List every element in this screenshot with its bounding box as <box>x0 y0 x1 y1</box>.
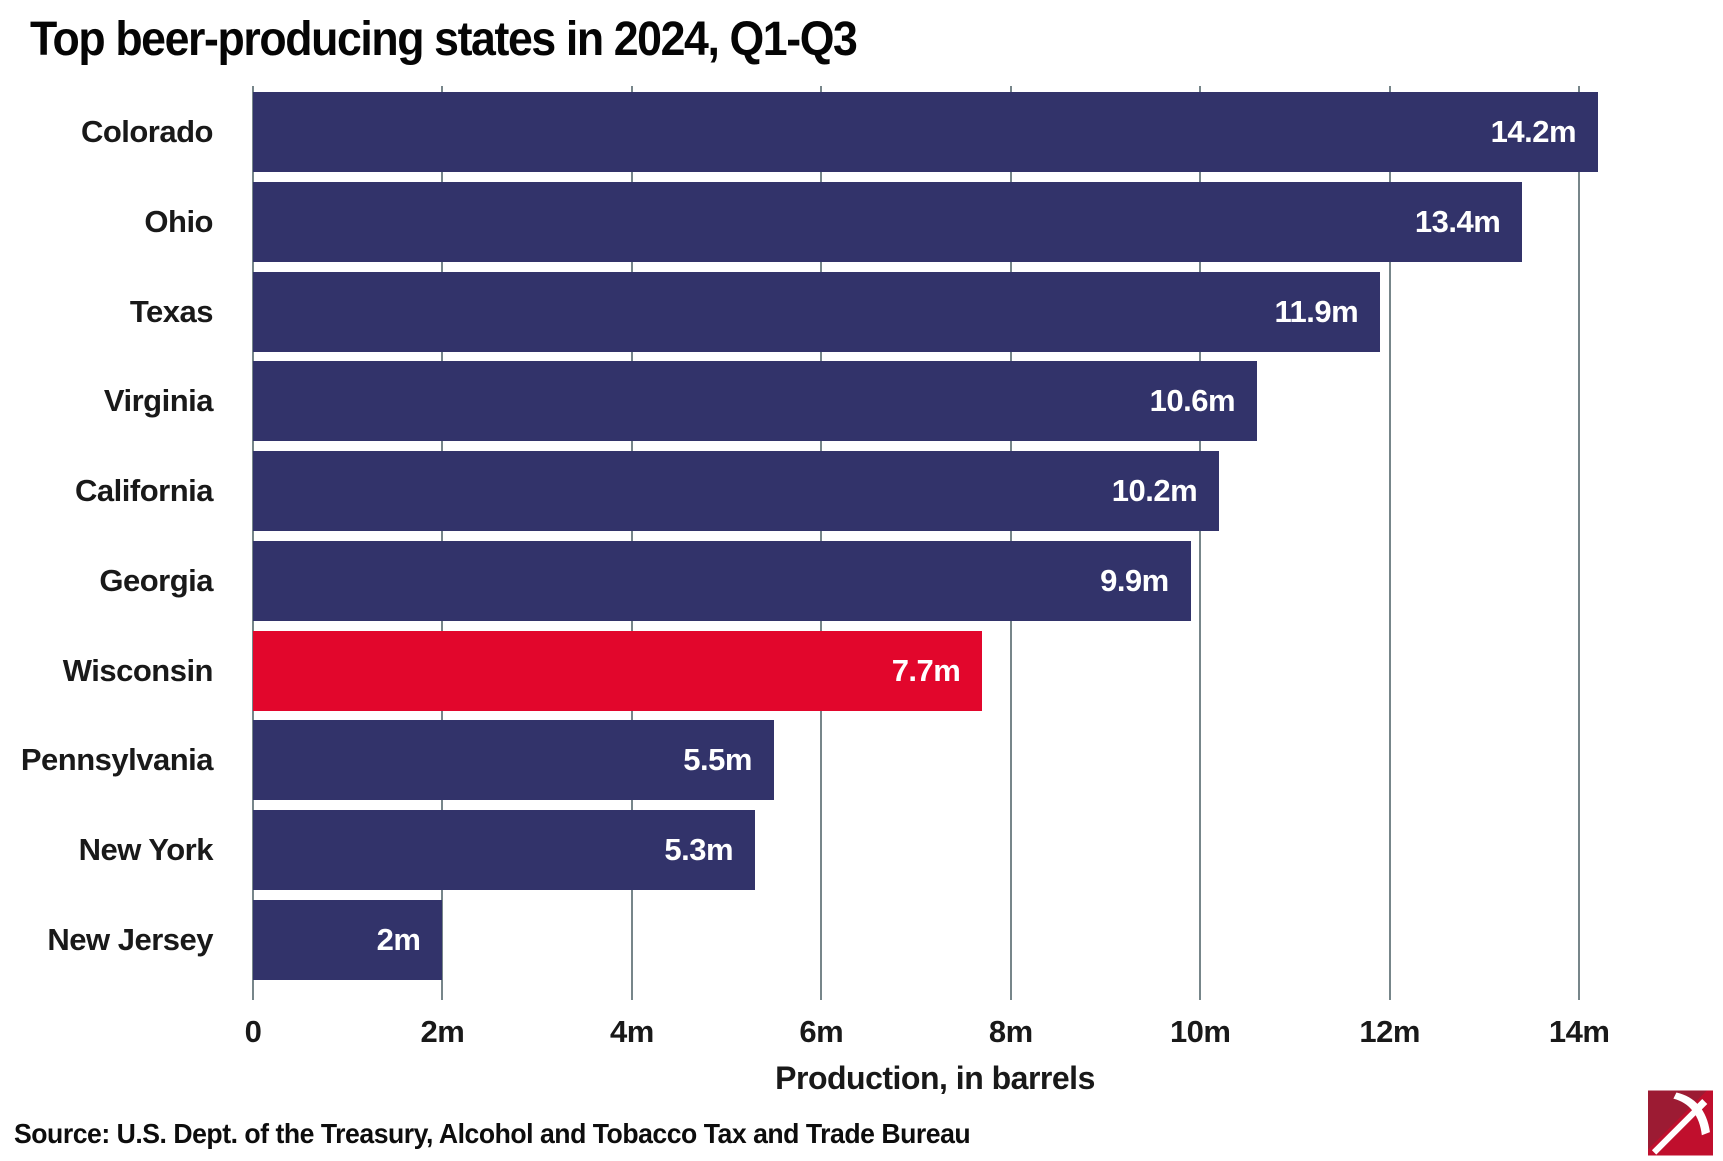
bar: 9.9m <box>253 540 1191 621</box>
bar-area: 5.5m <box>253 720 1617 801</box>
bar-area: 14.2m <box>253 92 1617 172</box>
bar: 10.2m <box>253 451 1220 532</box>
category-label: Virginia <box>103 383 214 419</box>
bar: 10.6m <box>253 361 1258 442</box>
value-label: 13.4m <box>1414 203 1501 239</box>
chart-row: Ohio 13.4m <box>0 181 1617 262</box>
category-label: Pennsylvania <box>20 742 214 778</box>
value-label: 9.9m <box>1100 562 1169 598</box>
x-tick-label: 4m <box>609 1014 654 1049</box>
x-axis-label: Production, in barrels <box>775 1060 1095 1096</box>
gridline <box>1388 86 1391 1000</box>
category-label: Wisconsin <box>62 652 214 688</box>
value-label: 5.3m <box>664 832 734 868</box>
x-tick-label: 10m <box>1169 1014 1231 1049</box>
chart-row: Texas 11.9m <box>0 271 1617 352</box>
x-tick-label: 2m <box>420 1014 465 1049</box>
x-tick-label: 0 <box>244 1014 262 1049</box>
chart-row: New York 5.3m <box>0 810 1617 891</box>
bar-chart: Colorado 14.2m Ohio 13.4m Texas 11.9m <box>0 86 1617 1000</box>
value-label: 14.2m <box>1490 114 1577 149</box>
category-label: Georgia <box>99 562 213 598</box>
chart-row: Wisconsin 7.7m <box>0 630 1617 711</box>
bar: 13.4m <box>253 181 1523 262</box>
x-tick-label: 8m <box>988 1014 1033 1049</box>
chart-row: California 10.2m <box>0 451 1617 532</box>
category-label: New Jersey <box>47 921 213 957</box>
chart-row: Colorado 14.2m <box>0 92 1617 172</box>
x-tick-label: 6m <box>799 1014 844 1049</box>
chart-rows: Colorado 14.2m Ohio 13.4m Texas 11.9m <box>0 86 1617 1000</box>
category-label: California <box>75 473 213 509</box>
category-label: Texas <box>129 293 214 329</box>
category-label: New York <box>78 832 214 868</box>
chart-row: Virginia 10.6m <box>0 361 1617 442</box>
source-note: Source: U.S. Dept. of the Treasury, Alco… <box>14 1118 971 1149</box>
bar-area: 7.7m <box>253 630 1617 711</box>
x-axis-ticks: 0 2m 4m 6m 8m 10m 12m 14m <box>245 1014 1617 1058</box>
value-label: 5.5m <box>683 742 752 778</box>
category-label: Ohio <box>144 203 213 239</box>
bar: 5.5m <box>253 720 774 801</box>
chart-row: New Jersey 2m <box>0 899 1617 980</box>
gridline <box>1578 86 1581 1000</box>
bar-area: 11.9m <box>253 271 1617 352</box>
value-label: 10.6m <box>1149 383 1236 419</box>
chart-title: Top beer-producing states in 2024, Q1-Q3 <box>30 13 858 66</box>
value-label: 11.9m <box>1274 293 1359 329</box>
gridline <box>1199 86 1202 1000</box>
value-label: 2m <box>376 921 421 957</box>
chart-row: Georgia 9.9m <box>0 540 1617 621</box>
chart-row: Pennsylvania 5.5m <box>0 720 1617 801</box>
bar-area: 5.3m <box>253 810 1617 891</box>
category-label: Colorado <box>80 114 214 149</box>
bar: 7.7m <box>253 630 983 711</box>
bar: 5.3m <box>253 810 756 891</box>
bar-area: 13.4m <box>253 181 1617 262</box>
value-label: 7.7m <box>891 652 961 688</box>
bar: 14.2m <box>253 92 1599 172</box>
bar-area: 2m <box>253 899 1617 980</box>
bar-area: 9.9m <box>253 540 1617 621</box>
bar: 2m <box>253 899 443 980</box>
bar-area: 10.6m <box>253 361 1617 442</box>
x-tick-label: 12m <box>1359 1014 1420 1049</box>
lee-pickaxe-logo-icon <box>1648 1090 1713 1156</box>
value-label: 10.2m <box>1111 473 1198 509</box>
bar: 11.9m <box>253 271 1381 352</box>
bar-area: 10.2m <box>253 451 1617 532</box>
x-tick-label: 14m <box>1548 1014 1610 1049</box>
